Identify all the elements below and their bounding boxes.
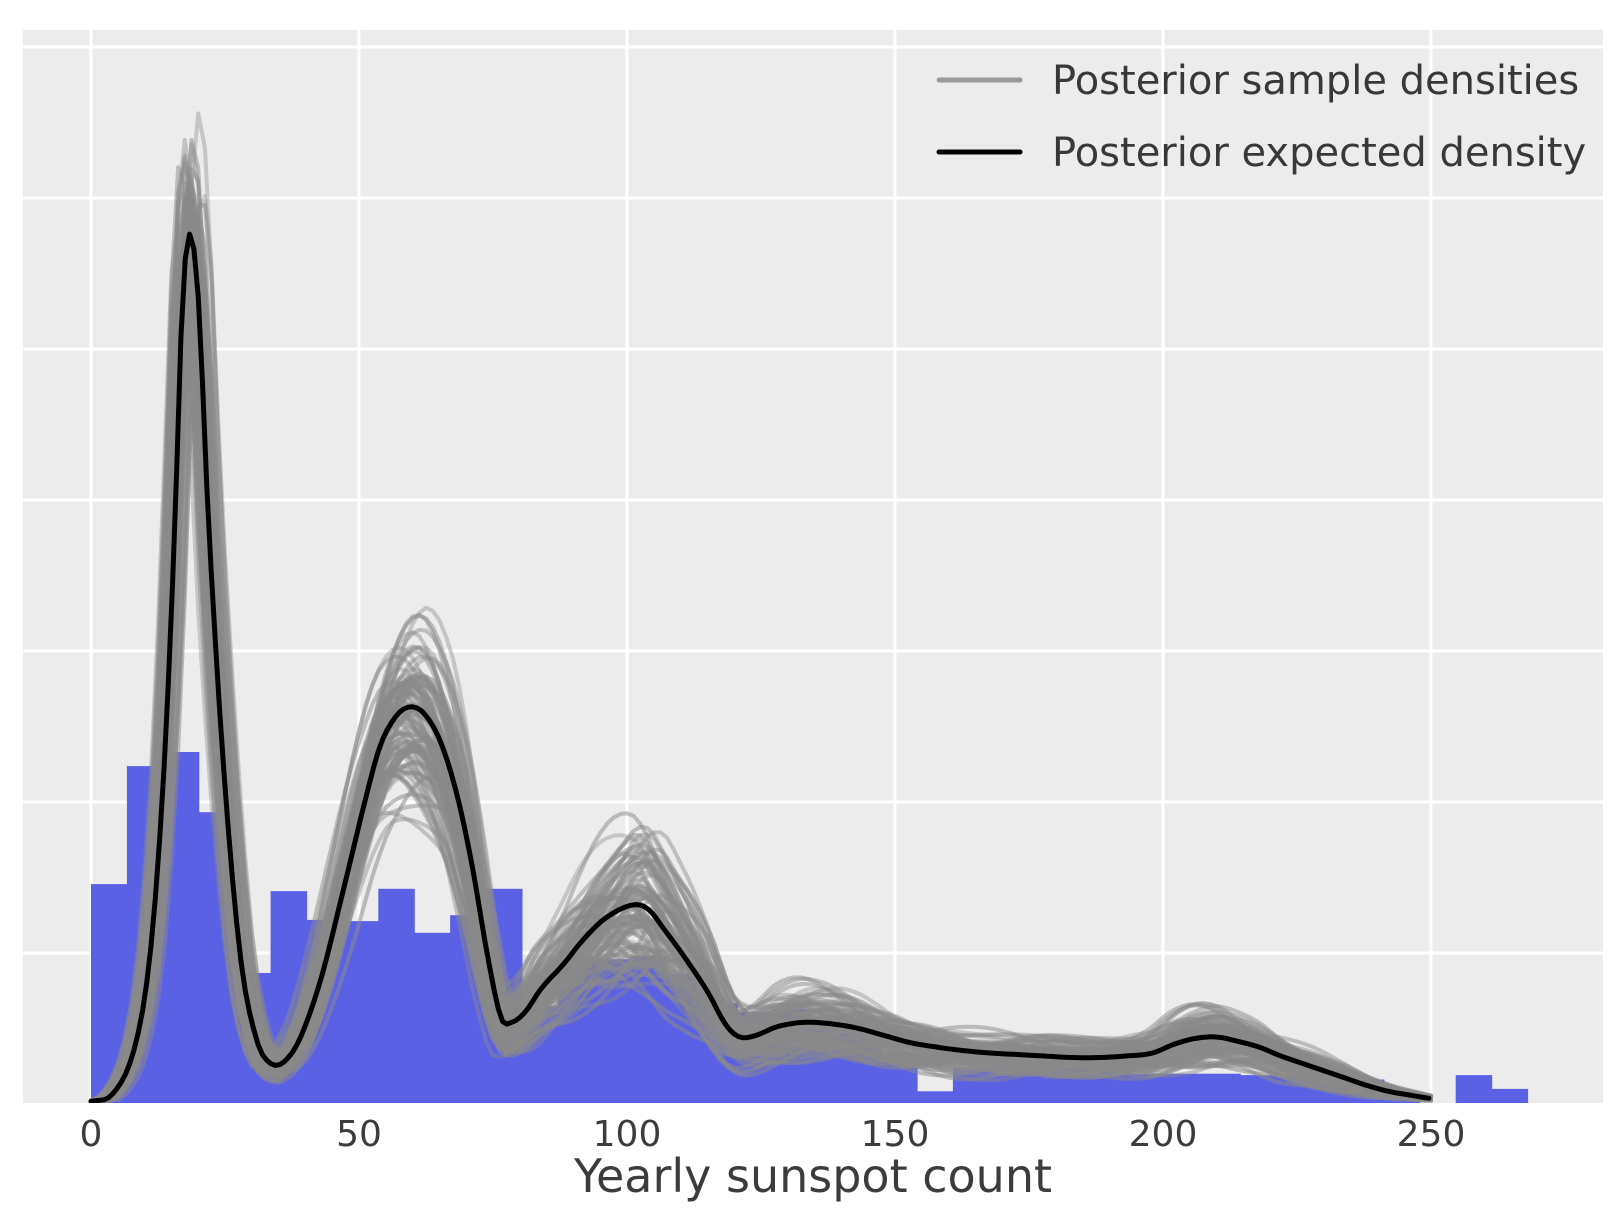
histogram-bar	[1455, 1075, 1493, 1103]
posterior-expected-curve	[88, 231, 1432, 1103]
histogram-bar	[378, 888, 415, 1103]
histogram-bar	[917, 1091, 954, 1103]
posterior-sample-curve	[89, 299, 1433, 1103]
posterior-sample-curve	[89, 165, 1433, 1103]
x-tick-label-0: 0	[80, 1114, 103, 1155]
posterior-sample-curve	[89, 202, 1433, 1103]
histogram-bar	[1204, 1073, 1241, 1103]
x-tick-label-200: 200	[1129, 1114, 1198, 1155]
posterior-sample-curve	[89, 257, 1433, 1103]
x-tick-label-100: 100	[593, 1114, 662, 1155]
posterior-sample-curves	[89, 111, 1433, 1103]
x-axis-label: Yearly sunspot count	[573, 1149, 1052, 1203]
plot-panel	[23, 30, 1603, 1103]
legend: Posterior sample densities Posterior exp…	[936, 58, 1586, 176]
x-tick-label-150: 150	[861, 1114, 930, 1155]
histogram-bar	[1168, 1073, 1205, 1103]
legend-label-expected-density: Posterior expected density	[1052, 130, 1586, 176]
x-tick-label-50: 50	[336, 1114, 382, 1155]
posterior-sample-curve	[89, 187, 1433, 1103]
expected-density-curve	[88, 231, 1432, 1103]
posterior-sample-curve	[89, 185, 1433, 1103]
histogram-bar	[414, 932, 451, 1103]
x-tick-label-250: 250	[1397, 1114, 1466, 1155]
histogram-bar	[1491, 1088, 1529, 1103]
legend-label-sample-densities: Posterior sample densities	[1052, 58, 1579, 104]
posterior-sample-curve	[89, 228, 1433, 1103]
x-axis-tick-labels: 0 50 100 150 200 250	[80, 1114, 1466, 1155]
histogram-bar	[342, 921, 379, 1103]
gridlines	[23, 30, 1603, 1103]
